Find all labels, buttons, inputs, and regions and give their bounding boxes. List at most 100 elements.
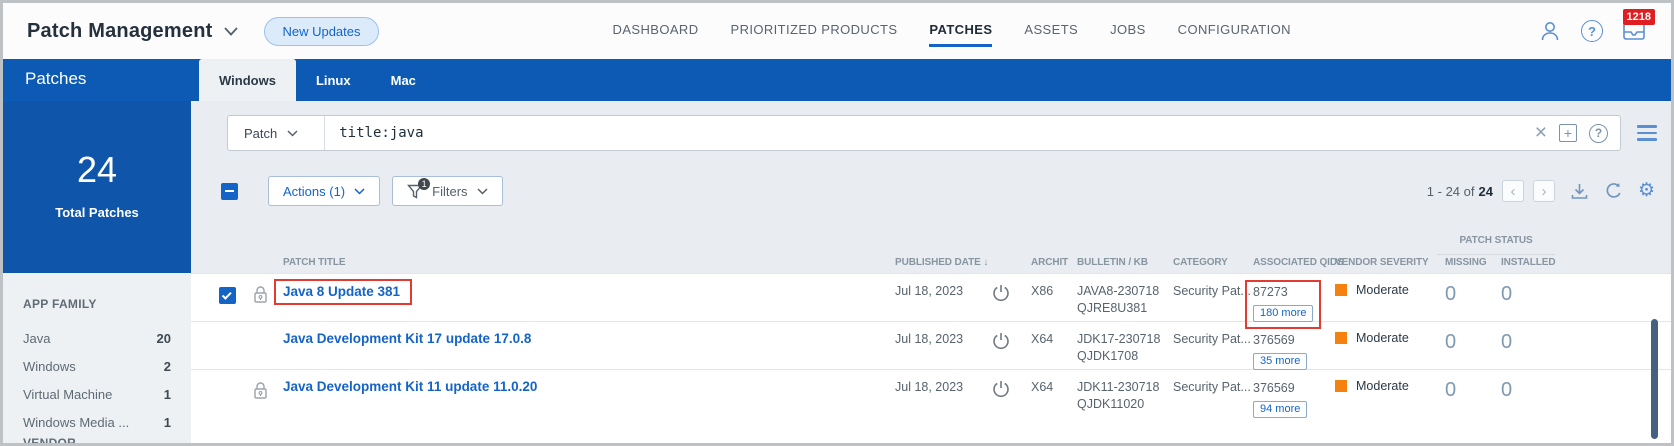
missing-count[interactable]: 0 — [1445, 379, 1457, 401]
tab-mac[interactable]: Mac — [390, 72, 416, 88]
reboot-required-icon — [991, 379, 1031, 399]
add-query-icon[interactable]: + — [1559, 124, 1577, 142]
patch-status-group-header: PATCH STATUS — [1437, 235, 1555, 255]
actions-button[interactable]: Actions (1) — [268, 176, 381, 206]
total-patches-label: Total Patches — [55, 205, 139, 220]
nav-jobs[interactable]: JOBS — [1110, 21, 1146, 37]
filter-funnel-icon: 1 — [407, 177, 431, 199]
table-row[interactable]: Java Development Kit 17 update 17.0.8 Ju… — [191, 321, 1671, 370]
header-icons: ? 1218 — [1537, 9, 1655, 44]
col-architecture[interactable]: ARCHIT — [1031, 257, 1069, 268]
filters-badge: 1 — [418, 177, 431, 190]
patch-title-link[interactable]: Java Development Kit 17 update 17.0.8 — [283, 331, 532, 346]
row-checkbox[interactable] — [219, 287, 236, 304]
more-qids-button[interactable]: 180 more — [1253, 305, 1314, 322]
search-box: Patch title:java × + ? — [227, 115, 1621, 151]
section-title: Patches — [25, 69, 87, 88]
notification-badge: 1218 — [1622, 9, 1655, 25]
clear-search-icon[interactable]: × — [1534, 121, 1547, 144]
col-patch-title[interactable]: PATCH TITLE — [283, 257, 346, 268]
annotation-highlight: 87273 180 more — [1245, 280, 1322, 329]
search-help-icon[interactable]: ? — [1589, 123, 1608, 143]
section-bar: Patches Windows Linux Mac — [3, 59, 1671, 101]
col-missing[interactable]: MISSING — [1445, 257, 1487, 268]
sidebar-item-virtual-machine[interactable]: Virtual Machine 1 — [23, 387, 171, 402]
qid-value: 376569 — [1253, 381, 1295, 395]
col-published-date[interactable]: PUBLISHED DATE ↓ — [895, 257, 989, 268]
severity-swatch — [1335, 380, 1347, 392]
top-header: Patch Management New Updates DASHBOARD P… — [3, 3, 1671, 59]
col-bulletin-kb[interactable]: BULLETIN / KB — [1077, 257, 1148, 268]
user-icon[interactable] — [1537, 18, 1563, 44]
category: Security Pat... — [1173, 380, 1251, 394]
nav-configuration[interactable]: CONFIGURATION — [1177, 21, 1291, 37]
lock-icon — [253, 379, 283, 400]
search-input[interactable]: title:java — [339, 125, 424, 141]
sidebar: 24 Total Patches APP FAMILY Java 20 Wind… — [3, 101, 191, 443]
sidebar-item-windows[interactable]: Windows 2 — [23, 359, 171, 374]
col-associated-qids[interactable]: ASSOCIATED QIDS — [1253, 257, 1344, 268]
tab-windows[interactable]: Windows — [199, 59, 296, 101]
installed-count[interactable]: 0 — [1501, 331, 1513, 353]
vendor-severity: Moderate — [1335, 283, 1445, 297]
severity-swatch — [1335, 284, 1347, 296]
sidebar-item-windows-media[interactable]: Windows Media ... 1 — [23, 415, 171, 430]
prev-page-button[interactable]: ‹ — [1501, 180, 1524, 202]
menu-icon[interactable] — [1637, 125, 1657, 141]
installed-count[interactable]: 0 — [1501, 379, 1513, 401]
next-page-button[interactable]: › — [1532, 180, 1555, 202]
table-body: Java 8 Update 381 Jul 18, 2023 X86 JAVA8… — [191, 273, 1671, 443]
missing-count[interactable]: 0 — [1445, 283, 1457, 305]
settings-gear-icon[interactable]: ⚙ — [1637, 180, 1655, 201]
search-scope-dropdown[interactable]: Patch — [228, 116, 326, 150]
missing-count[interactable]: 0 — [1445, 331, 1457, 353]
nav-assets[interactable]: ASSETS — [1024, 21, 1079, 37]
app-family-heading: APP FAMILY — [23, 297, 97, 311]
sort-desc-icon: ↓ — [983, 257, 989, 268]
download-icon[interactable] — [1570, 182, 1589, 200]
notifications-icon[interactable]: 1218 — [1621, 9, 1655, 44]
more-qids-button[interactable]: 35 more — [1253, 353, 1308, 370]
published-date: Jul 18, 2023 — [895, 332, 964, 346]
published-date: Jul 18, 2023 — [895, 380, 964, 394]
sidebar-item-java[interactable]: Java 20 — [23, 331, 171, 346]
col-category[interactable]: CATEGORY — [1173, 257, 1228, 268]
pagination: 1 - 24 of 24 ‹ › ⚙ — [1427, 180, 1655, 202]
tab-linux[interactable]: Linux — [315, 72, 351, 88]
table-row[interactable]: Java Development Kit 11 update 11.0.20 J… — [191, 369, 1671, 418]
app-family-section: APP FAMILY Java 20 Windows 2 Virtual Mac… — [3, 273, 191, 443]
search-row: Patch title:java × + ? — [227, 115, 1657, 151]
patch-title-link[interactable]: Java Development Kit 11 update 11.0.20 — [283, 379, 538, 394]
architecture: X86 — [1031, 284, 1054, 298]
lock-icon — [253, 283, 283, 304]
help-icon[interactable]: ? — [1579, 18, 1605, 44]
new-updates-button[interactable]: New Updates — [264, 16, 379, 46]
vendor-severity: Moderate — [1335, 379, 1445, 393]
category: Security Pat... — [1173, 332, 1251, 346]
vendor-heading-clipped: VENDOR — [23, 436, 77, 443]
col-installed[interactable]: INSTALLED — [1501, 257, 1556, 268]
more-qids-button[interactable]: 94 more — [1253, 401, 1308, 418]
qid-value: 87273 — [1253, 285, 1288, 299]
nav-prioritized-products[interactable]: PRIORITIZED PRODUCTS — [730, 21, 898, 37]
installed-count[interactable]: 0 — [1501, 283, 1513, 305]
patch-title-link[interactable]: Java 8 Update 381 — [283, 284, 401, 299]
main-nav: DASHBOARD PRIORITIZED PRODUCTS PATCHES A… — [613, 12, 1291, 51]
vertical-scrollbar[interactable] — [1651, 319, 1658, 439]
published-date: Jul 18, 2023 — [895, 284, 964, 298]
nav-patches[interactable]: PATCHES — [929, 12, 993, 51]
filters-button[interactable]: 1 Filters — [392, 176, 503, 206]
nav-dashboard[interactable]: DASHBOARD — [612, 21, 699, 37]
bulletin-kb: JDK17-230718 QJDK1708 — [1077, 332, 1161, 363]
category: Security Pat... — [1173, 284, 1251, 298]
chevron-down-icon[interactable] — [224, 26, 239, 36]
select-all-checkbox[interactable] — [221, 182, 238, 200]
os-tabs: Windows Linux Mac — [199, 59, 436, 101]
refresh-icon[interactable] — [1604, 182, 1623, 201]
bulletin-kb: JAVA8-230718 QJRE8U381 — [1077, 284, 1160, 315]
annotation-highlight: Java 8 Update 381 — [274, 279, 413, 305]
app-title[interactable]: Patch Management — [27, 19, 213, 42]
total-patches-card: 24 Total Patches — [3, 101, 191, 273]
col-vendor-severity[interactable]: VENDOR SEVERITY — [1335, 257, 1429, 268]
table-row[interactable]: Java 8 Update 381 Jul 18, 2023 X86 JAVA8… — [191, 273, 1671, 329]
